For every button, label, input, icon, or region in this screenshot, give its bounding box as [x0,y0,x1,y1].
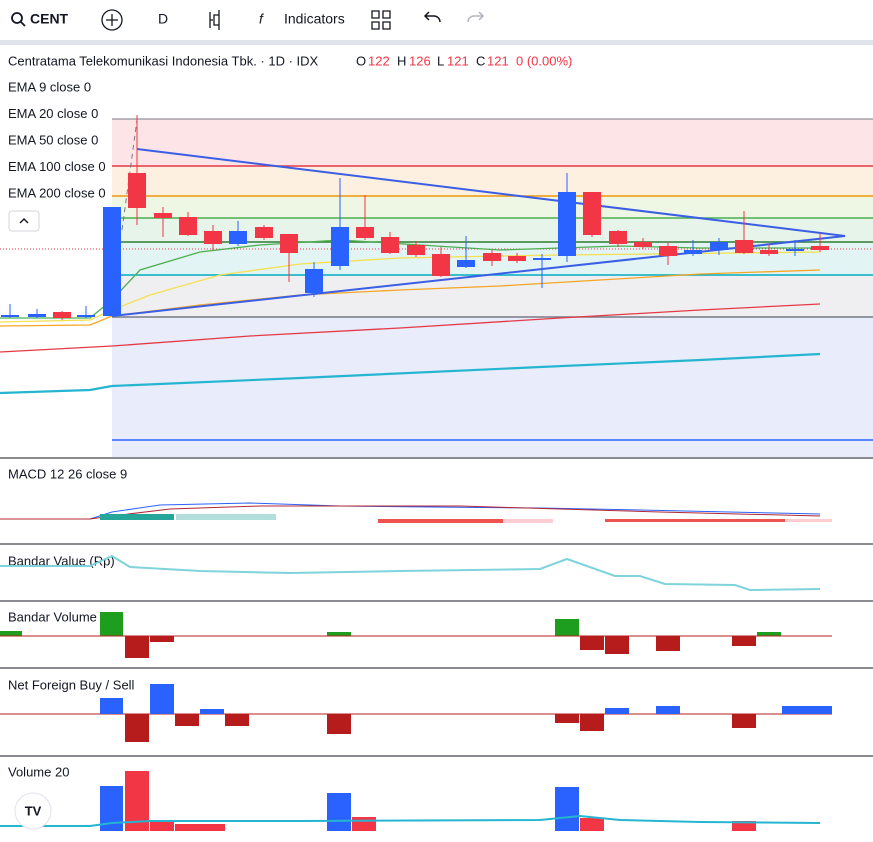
pane-titles: MACD 12 26 close 9 Bandar Value (Rp) Banda… [8,466,135,779]
candle-body [634,242,652,247]
candle-body [204,231,222,244]
candle-body [432,254,450,276]
fx-icon: f [259,11,265,27]
change-value: 0 (0.00%) [516,53,572,68]
pane-separators [0,457,873,757]
pane-title: Bandar Value (Rp) [8,553,115,568]
candle-body [735,240,753,253]
search-icon-handle [20,21,26,27]
candle-body [356,227,374,238]
ema-label: EMA 100 close 0 [8,159,106,174]
candle-body [508,256,526,261]
triangle-drawing [111,148,846,317]
redo-button[interactable] [467,11,485,23]
candle-body [786,249,804,251]
fib-retracement [112,118,873,457]
ema-label: EMA 20 close 0 [8,106,98,121]
collapse-icon [19,218,29,224]
candle-body [811,246,829,250]
open-label: O [356,53,366,68]
toolbar-divider [0,40,873,45]
candle-body [280,234,298,253]
add-icon [106,14,118,26]
candle-body [483,253,501,261]
add-symbol-button[interactable] [101,9,123,31]
candle-body [583,192,601,235]
candle-body [179,217,197,235]
candle-body [28,314,46,317]
close-label: C [476,53,485,68]
pane-title: MACD 12 26 close 9 [8,466,127,481]
candle-body [533,258,551,260]
candle-body [53,312,71,318]
candles [1,115,829,320]
candle-body [381,237,399,253]
candle-body [684,250,702,254]
logo-mark: TV [25,803,42,818]
close-value: 121 [487,53,509,68]
candle-body [609,231,627,244]
candle-body [128,173,146,208]
open-value: 122 [368,53,390,68]
candle-body [1,315,19,317]
ema-label: EMA 200 close 0 [8,185,106,200]
high-value: 126 [409,53,431,68]
candle-body [407,245,425,255]
candle-body [305,269,323,293]
tradingview-logo[interactable] [14,792,52,830]
candle-body [710,242,728,250]
interval[interactable]: D [158,11,168,27]
search-icon[interactable] [11,12,23,24]
bandar-value-line [0,554,821,592]
ema-legend: EMA 9 close 0 EMA 20 close 0 EMA 50 close … [8,79,106,200]
pane-title: Net Foreign Buy / Sell [8,677,135,692]
candle-body [558,192,576,256]
chart-type-button[interactable] [209,10,220,30]
bandar-volume-bars [0,612,832,658]
candle-body [77,315,95,317]
symbol-description: Centratama Telekomunikasi Indonesia Tbk.… [8,53,319,68]
candle-body [659,246,677,256]
low-value: 121 [447,53,469,68]
candle-body [229,231,247,244]
macd-pane [0,502,832,523]
candle-body [103,207,121,316]
candle-body [457,260,475,267]
low-label: L [437,53,444,68]
candle-body [255,227,273,238]
ema-label: EMA 9 close 0 [8,79,91,94]
net-foreign-bars [0,684,832,742]
ema-label: EMA 50 close 0 [8,132,98,147]
volume-bars [0,771,821,831]
high-label: H [397,53,406,68]
candle-body [154,213,172,218]
toolbar [0,0,873,40]
collapse-button[interactable] [8,210,40,232]
layouts-button[interactable] [371,10,391,30]
candle-body [331,227,349,266]
undo-button[interactable] [423,11,441,23]
pane-title: Bandar Volume [8,609,97,624]
symbol[interactable]: CENT [30,11,69,27]
candle-body [760,250,778,254]
indicators-button[interactable]: Indicators [284,11,345,27]
pane-title: Volume 20 [8,764,69,779]
